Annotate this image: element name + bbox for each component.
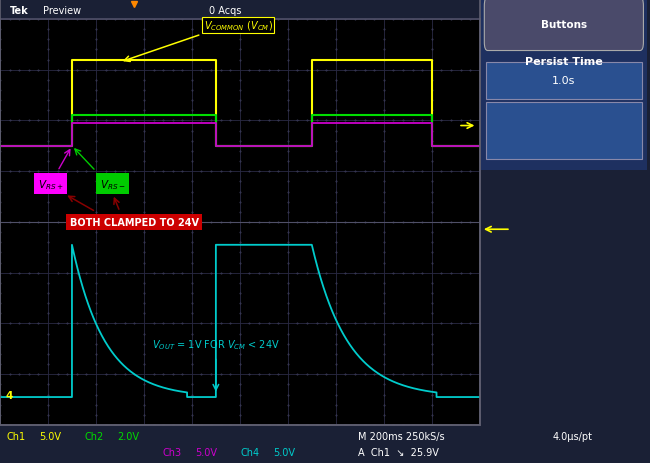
- Text: $V_{RS-}$: $V_{RS-}$: [100, 178, 125, 191]
- Text: Ch1: Ch1: [6, 431, 25, 441]
- Text: 2.0V: 2.0V: [117, 431, 139, 441]
- Text: Preview: Preview: [43, 6, 81, 16]
- Text: $V_{RS+}$: $V_{RS+}$: [38, 178, 63, 191]
- Text: M 200ms 250kS/s: M 200ms 250kS/s: [358, 431, 444, 441]
- Text: Tek: Tek: [10, 6, 29, 16]
- FancyBboxPatch shape: [486, 102, 642, 160]
- Text: 0 Acqs: 0 Acqs: [209, 6, 242, 16]
- Text: A  Ch1  ↘  25.9V: A Ch1 ↘ 25.9V: [358, 447, 438, 457]
- Text: Ch3: Ch3: [162, 447, 181, 457]
- Text: Ch2: Ch2: [84, 431, 104, 441]
- Text: Persist Time: Persist Time: [525, 57, 603, 67]
- FancyBboxPatch shape: [484, 0, 644, 51]
- Text: Ch4: Ch4: [240, 447, 259, 457]
- Text: Buttons: Buttons: [541, 20, 587, 30]
- FancyBboxPatch shape: [481, 0, 647, 170]
- Text: 4: 4: [6, 390, 13, 400]
- Text: 1.0s: 1.0s: [552, 76, 575, 86]
- Text: 5.0V: 5.0V: [273, 447, 295, 457]
- Text: 4.0μs/pt: 4.0μs/pt: [552, 431, 593, 441]
- FancyBboxPatch shape: [486, 63, 642, 100]
- Text: $V_{OUT}$ = 1V FOR $V_{CM}$ < 24V: $V_{OUT}$ = 1V FOR $V_{CM}$ < 24V: [152, 338, 280, 351]
- Text: 5.0V: 5.0V: [39, 431, 61, 441]
- Text: BOTH CLAMPED TO 24V: BOTH CLAMPED TO 24V: [70, 218, 199, 227]
- Text: 5.0V: 5.0V: [195, 447, 217, 457]
- Text: $V_{COMMON}$ $(V_{CM})$: $V_{COMMON}$ $(V_{CM})$: [204, 19, 273, 32]
